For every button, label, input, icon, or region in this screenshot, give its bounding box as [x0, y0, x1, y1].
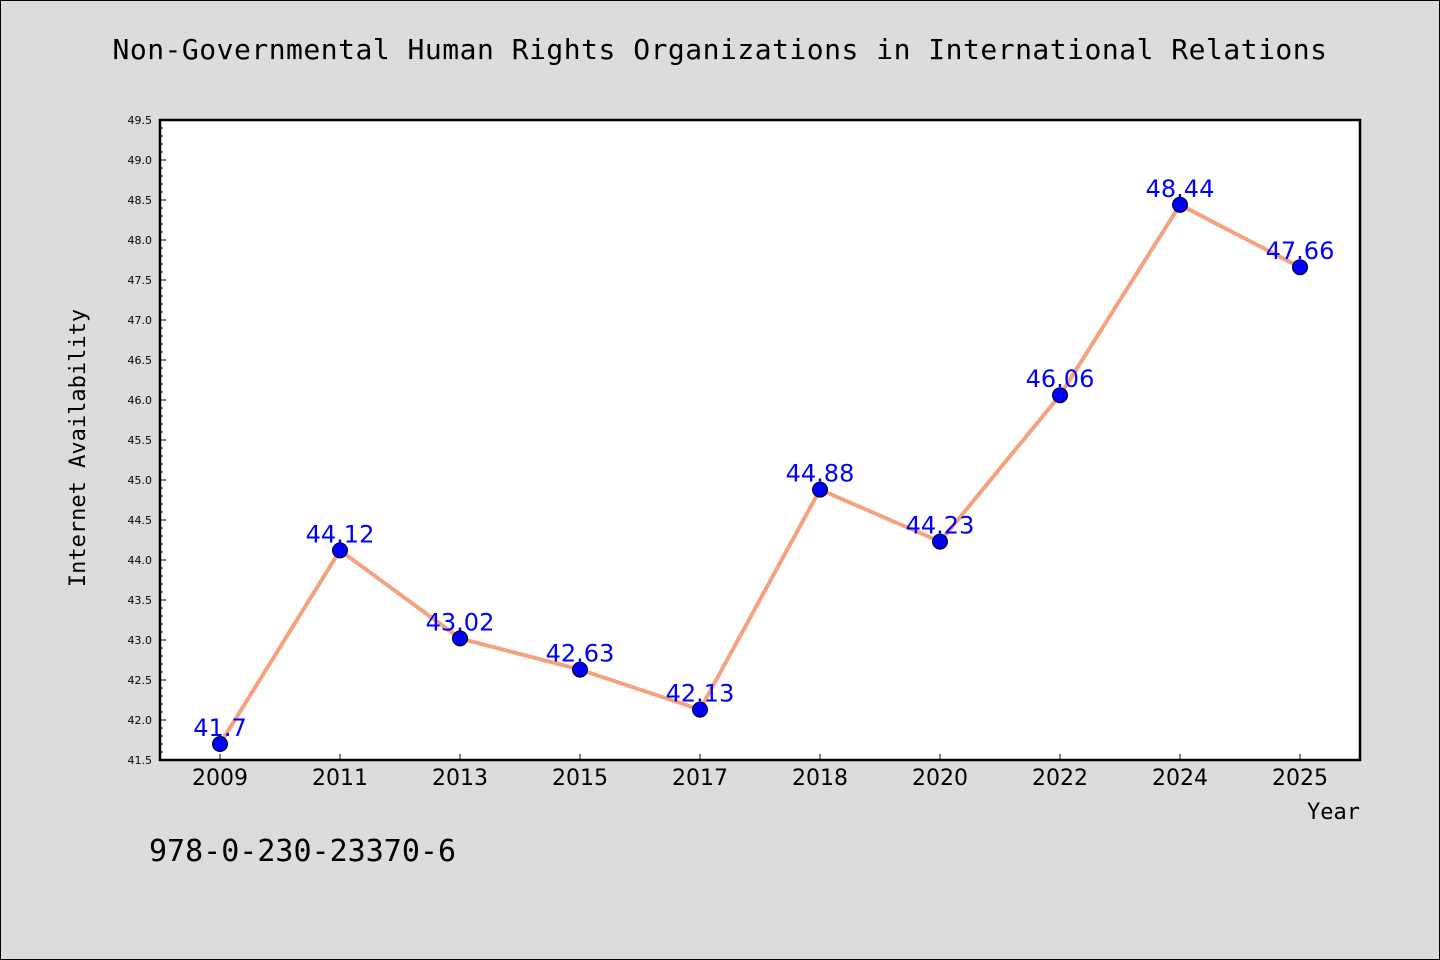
x-axis-label: Year	[1307, 800, 1360, 825]
y-tick-label: 43.0	[128, 634, 153, 647]
x-tick-label: 2018	[792, 766, 848, 791]
y-tick-label: 42.0	[128, 714, 153, 727]
x-tick-label: 2009	[192, 766, 248, 791]
data-point	[932, 533, 948, 550]
y-tick-label: 43.5	[128, 594, 153, 607]
y-axis-label: Internet Availability	[66, 309, 91, 587]
data-point	[212, 736, 228, 752]
data-label: 44.23	[906, 512, 975, 540]
data-point	[1292, 259, 1308, 276]
data-label: 41.7	[193, 714, 246, 742]
data-label: 48.44	[1146, 175, 1215, 203]
data-label: 47.66	[1266, 237, 1335, 265]
y-tick-label: 41.5	[128, 754, 153, 767]
data-point	[572, 661, 588, 678]
series-line	[218, 202, 1301, 746]
y-tick-label: 48.5	[128, 194, 153, 207]
data-label: 44.12	[306, 520, 375, 548]
x-tick-label: 2024	[1152, 766, 1208, 791]
data-label: 43.02	[426, 608, 495, 636]
y-tick-label: 45.5	[128, 434, 153, 447]
data-label: 44.88	[786, 460, 855, 488]
y-tick-label: 42.5	[128, 674, 153, 687]
y-tick-label: 49.5	[128, 114, 153, 127]
x-tick-label: 2015	[552, 766, 608, 791]
y-tick-label: 44.0	[128, 554, 153, 567]
y-tick-label: 47.0	[128, 314, 153, 327]
data-point	[1172, 196, 1188, 213]
x-tick-label: 2022	[1032, 766, 1088, 791]
plot-area	[158, 118, 1362, 762]
y-tick-label: 45.0	[128, 474, 153, 487]
y-tick-label: 48.0	[128, 234, 153, 247]
x-tick-label: 2025	[1272, 766, 1328, 791]
x-tick-label: 2011	[312, 766, 368, 791]
data-label: 42.13	[666, 680, 735, 708]
y-tick-label: 46.0	[128, 394, 153, 407]
data-point	[812, 481, 828, 498]
data-point	[332, 542, 348, 559]
isbn-text: 978-0-230-23370-6	[149, 834, 457, 869]
data-label: 42.63	[546, 640, 615, 668]
y-tick-label: 47.5	[128, 274, 153, 287]
data-point	[692, 701, 708, 718]
x-tick-label: 2017	[672, 766, 728, 791]
x-tick-label: 2013	[432, 766, 488, 791]
data-label: 46.06	[1026, 365, 1095, 393]
y-tick-label: 44.5	[128, 514, 153, 527]
data-point	[452, 630, 468, 647]
y-tick-label: 49.0	[128, 154, 153, 167]
chart-title: Non-Governmental Human Rights Organizati…	[112, 33, 1328, 66]
x-tick-label: 2020	[912, 766, 968, 791]
data-point	[1052, 387, 1068, 404]
y-tick-label: 46.5	[128, 354, 153, 367]
